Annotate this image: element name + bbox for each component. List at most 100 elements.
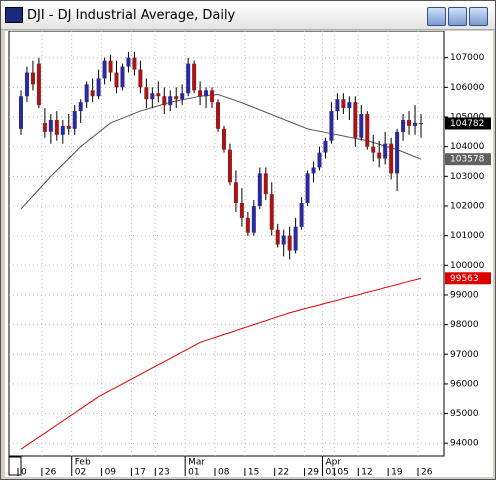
y-tick-label: 96000 [450,379,479,389]
candle-body [19,96,23,129]
candle-body [84,84,89,103]
x-tick-label: 17 [134,468,145,478]
candle-body [120,66,125,88]
candle-body [108,60,113,73]
x-tick-label: 01 [325,468,336,478]
candle-body [353,102,358,138]
y-tick-label: 106000 [450,83,485,93]
x-tick-label: 22 [278,468,289,478]
scroll-thumb[interactable] [8,456,22,476]
candle-body [311,167,316,174]
candle-body [407,119,412,126]
candle-body [287,235,292,251]
candle-body [365,114,370,147]
candle-body [150,93,155,100]
candle-body [371,146,376,153]
candle-body [305,173,310,204]
candle-body [239,203,244,218]
candle-body [48,119,53,132]
candle-body [126,57,131,67]
candle-body [317,152,322,168]
candle-body [42,122,47,132]
candle-body [359,114,364,138]
candle-body [233,182,238,204]
candle-body [293,226,298,251]
candle-body [204,90,209,97]
price-label: 104782 [450,119,484,129]
x-tick-label: 26 [421,468,433,478]
candle-body [174,96,179,100]
minimize-button[interactable] [427,7,446,26]
candle-body [162,96,167,106]
indicator-line [20,93,422,210]
candle-body [138,69,143,88]
y-tick-label: 104000 [450,142,485,152]
month-label: Apr [325,458,341,468]
candle-body [263,173,268,195]
candle-body [186,63,191,94]
x-tick-label: 08 [218,468,230,478]
candle-body [377,152,382,159]
candle-body [401,119,406,132]
y-tick-label: 102000 [450,201,485,211]
y-tick-label: 94000 [450,439,479,449]
price-label: 103578 [450,155,485,165]
x-tick-label: 09 [105,468,117,478]
candle-body [418,122,423,124]
x-tick-label: 12 [361,468,372,478]
x-tick-label: 15 [248,468,259,478]
candle-body [78,102,83,112]
x-tick-label: 26 [45,468,57,478]
chart: 94000 95000 96000 97000 98000 99000 100000 1010… [5,31,493,477]
month-label: Feb [75,458,91,468]
candle-body [180,93,185,100]
candle-body [245,217,250,233]
candle-body [198,90,203,97]
y-tick-label: 98000 [450,320,479,330]
candle-body [329,111,334,141]
maximize-button[interactable] [448,7,467,26]
candle-body [114,72,119,88]
candle-body [216,102,221,129]
candle-body [156,93,161,97]
y-tick-label: 99000 [450,290,479,300]
y-tick-label: 103000 [450,172,485,182]
candle-body [168,96,173,106]
plot-frame [8,31,445,457]
candle-body [144,87,149,100]
x-tick-label: 02 [75,468,86,478]
candle-body [132,57,137,70]
candle-body [30,72,35,85]
title-bar: DJI - DJ Industrial Average, Daily [1,1,495,30]
price-label-box [445,153,491,166]
x-tick-label: 19 [391,468,403,478]
candle-body [269,194,274,230]
candle-body [60,125,65,135]
close-button[interactable] [469,7,488,26]
x-tick-label: 29 [308,468,320,478]
price-label-box [445,272,491,285]
y-tick-label: 101000 [450,231,485,241]
candle-body [347,102,352,109]
window-title: DJI - DJ Industrial Average, Daily [27,8,236,23]
candle-body [389,143,394,174]
candle-body [323,140,328,153]
x-tick-label: 0 [21,468,27,478]
candle-body [192,63,197,91]
x-tick-label: 01 [188,468,199,478]
candle-body [251,205,256,233]
y-tick-label: 100000 [450,261,485,271]
indicator-line [20,277,422,450]
candle-body [221,128,226,150]
candle-body [66,125,71,129]
candle-body [72,111,77,129]
y-tick-label: 95000 [450,409,479,419]
candle-body [383,143,388,159]
candle-body [102,60,107,79]
candle-body [275,229,280,245]
candle-body [413,122,418,126]
app-icon [5,7,23,23]
y-tick-label: 107000 [450,53,485,63]
candle-body [335,99,340,112]
